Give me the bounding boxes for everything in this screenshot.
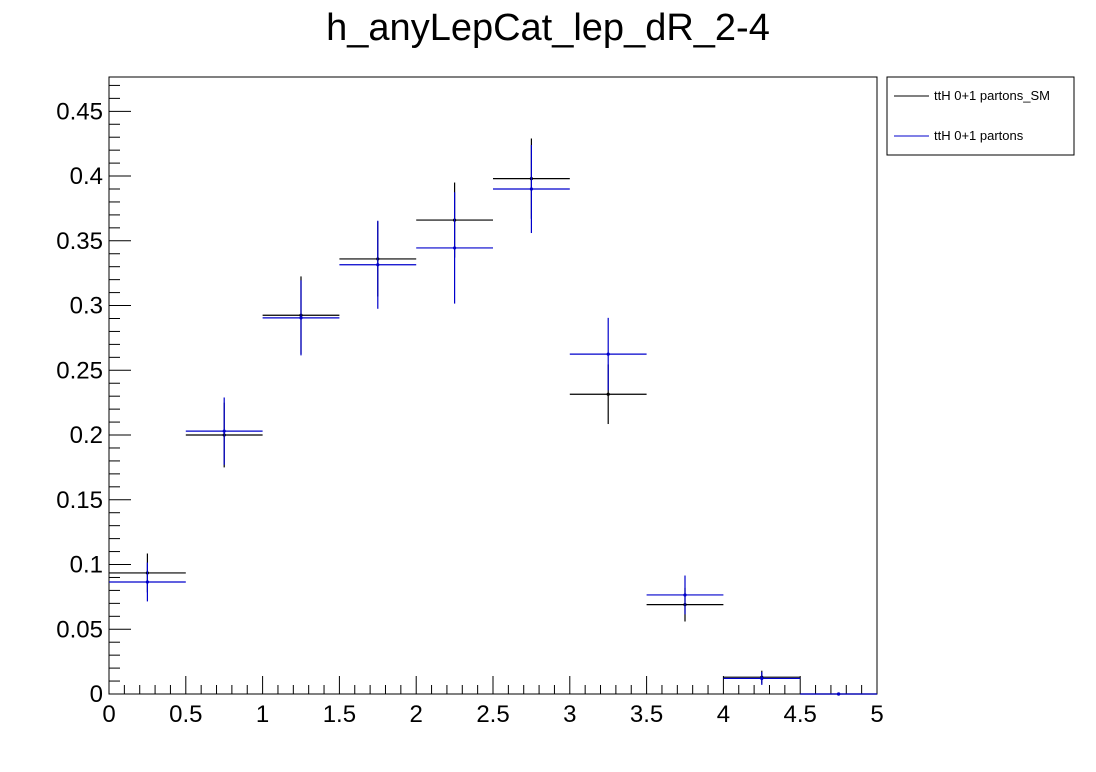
- x-tick-label: 4.5: [784, 701, 817, 728]
- y-tick-label: 0.3: [70, 293, 103, 320]
- data-point: [606, 352, 610, 356]
- x-tick-label: 2: [410, 701, 423, 728]
- y-tick-label: 0.2: [70, 422, 103, 449]
- x-tick-label: 3.5: [630, 701, 663, 728]
- series-layer: [109, 138, 877, 696]
- data-point: [606, 392, 610, 396]
- data-point: [760, 676, 764, 681]
- y-tick-label: 0.35: [56, 228, 103, 255]
- axes: 0 0.5 1 1.5 2 2.5 3 3.5 4 4.5 5 0 0.05 0.1 0.15 0.2 0.25…: [56, 84, 884, 728]
- x-tick-label: 0.5: [169, 701, 202, 728]
- x-tick-label: 1: [256, 701, 269, 728]
- y-tick-label: 0.45: [56, 98, 103, 125]
- data-point: [222, 429, 226, 433]
- y-tick-label: 0.25: [56, 357, 103, 384]
- data-point: [529, 187, 534, 191]
- legend-label-series-2: ttH 0+1 partons: [934, 128, 1024, 143]
- y-tick-label: 0: [90, 681, 103, 708]
- y-tick-label: 0.05: [56, 616, 103, 643]
- x-tick-label: 3: [563, 701, 576, 728]
- data-point: [453, 246, 457, 250]
- legend-label-series-1: ttH 0+1 partons_SM: [934, 88, 1050, 103]
- x-tick-label: 4: [717, 701, 730, 728]
- plot-area: [108, 76, 878, 695]
- y-tick-label: 0.1: [70, 552, 103, 579]
- legend-box: [886, 76, 1075, 156]
- data-point: [837, 692, 841, 696]
- x-tick-label: 5: [870, 701, 883, 728]
- data-point: [299, 316, 303, 320]
- x-tick-label: 1.5: [323, 701, 356, 728]
- data-point: [145, 580, 149, 584]
- x-tick-label: 0: [102, 701, 115, 728]
- x-tick-label: 2.5: [476, 701, 509, 728]
- chart-title: h_anyLepCat_lep_dR_2-4: [326, 7, 770, 49]
- y-tick-label: 0.4: [70, 163, 103, 190]
- legend: ttH 0+1 partons_SM ttH 0+1 partons: [886, 76, 1075, 156]
- data-point: [376, 263, 380, 267]
- data-point: [683, 593, 687, 597]
- plot-frame: [108, 76, 878, 695]
- y-tick-label: 0.15: [56, 487, 103, 514]
- series-2: [109, 144, 877, 696]
